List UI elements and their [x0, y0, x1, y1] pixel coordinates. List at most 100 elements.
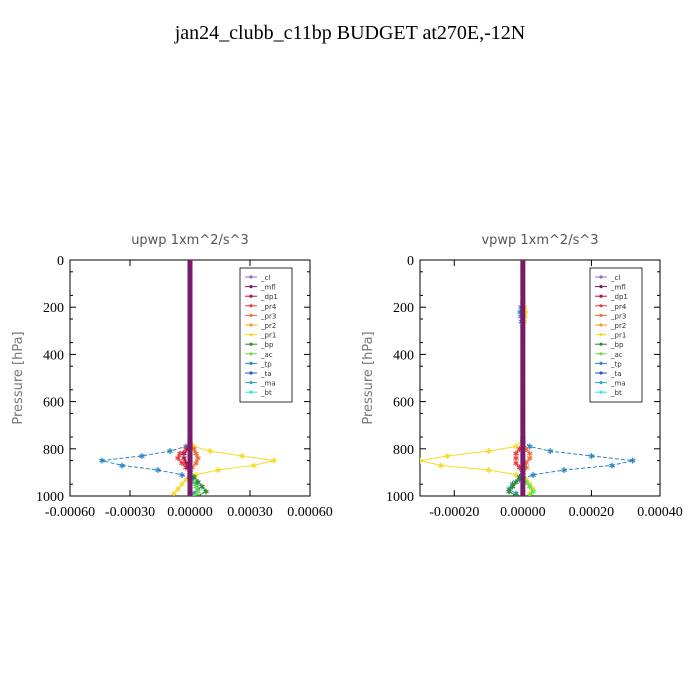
data-point [520, 295, 526, 301]
legend-marker [599, 285, 603, 289]
data-point: ✱ [179, 471, 186, 480]
data-point [187, 266, 193, 272]
legend-label: _bp [260, 341, 274, 349]
data-point: ✱ [251, 461, 258, 470]
legend-marker [249, 361, 253, 365]
data-point [520, 366, 526, 372]
plot-area: ✱✱✱✱✱✱✱✱✱✱✱✱✱✱✱✱✱✱✱✱✱✱✱✱✱✱✱✱✱✱✱✱✱✱✱✱✱✱✱✱… [420, 260, 636, 496]
legend-label: _mfl [610, 284, 626, 292]
data-point: ✱ [513, 442, 520, 451]
data-point [520, 384, 526, 390]
data-point: ✱ [183, 445, 190, 454]
data-point [187, 276, 193, 282]
series-line-bp [508, 472, 524, 496]
data-point: ✱ [547, 447, 554, 456]
legend-marker [249, 323, 253, 327]
data-point [520, 417, 526, 423]
x-tick-label: 0.00040 [637, 505, 683, 520]
legend-marker [599, 313, 603, 317]
y-tick-label: 200 [393, 301, 414, 316]
legend-marker [249, 342, 253, 346]
data-point [187, 328, 193, 334]
data-point [520, 394, 526, 400]
data-point [520, 493, 526, 496]
data-point: ✱ [506, 485, 513, 494]
data-point: ✱ [191, 442, 198, 451]
data-point [520, 328, 526, 334]
data-point [520, 408, 526, 414]
y-axis-label: Pressure [hPa] [11, 331, 26, 424]
data-point [520, 484, 526, 490]
series-line-tp [508, 439, 633, 495]
legend-label: _ma [610, 380, 626, 388]
data-point: ✱ [239, 452, 246, 461]
data-point: ✱ [99, 457, 106, 466]
data-point [520, 422, 526, 428]
data-point [520, 337, 526, 343]
data-point: ✱ [513, 471, 520, 480]
data-point [187, 337, 193, 343]
data-point [520, 271, 526, 277]
data-point [520, 356, 526, 362]
data-point: ✱ [191, 492, 198, 501]
data-point [187, 493, 193, 496]
legend-label: _bp [610, 341, 624, 349]
legend-marker [599, 371, 603, 375]
legend-label: _pr4 [610, 303, 627, 311]
data-point: ✱ [193, 483, 200, 492]
legend-marker [249, 381, 253, 385]
data-point: ✱ [193, 471, 200, 480]
y-tick-label: 0 [57, 254, 64, 269]
data-point: ✱ [516, 473, 523, 482]
data-point: ✱ [175, 485, 182, 494]
data-point [520, 260, 526, 263]
data-point: ✱ [526, 450, 533, 459]
data-point: ✱ [516, 464, 523, 473]
legend-marker [599, 333, 603, 337]
data-point: ✱ [522, 308, 529, 317]
y-tick-label: 800 [43, 443, 64, 458]
data-point [187, 384, 193, 390]
x-tick-label: 0.00000 [167, 505, 213, 520]
data-point [187, 262, 193, 268]
data-point [187, 413, 193, 419]
data-point: ✱ [523, 478, 530, 487]
data-point: ✱ [183, 464, 190, 473]
data-point [187, 314, 193, 320]
data-point [187, 333, 193, 339]
data-point: ✱ [513, 478, 520, 487]
data-point [520, 389, 526, 395]
data-point: ✱ [526, 483, 533, 492]
legend-marker [249, 390, 253, 394]
data-point: ✱ [195, 478, 202, 487]
legend: _cl _mfl_dp1 _pr4_pr3 _pr2 _pr1_bp _ac_tp _ta _… [589, 267, 643, 403]
legend-marker [249, 371, 253, 375]
data-point [520, 465, 526, 471]
data-point [187, 469, 193, 475]
series-line-pr1 [420, 439, 534, 494]
data-point [187, 460, 193, 466]
data-point: ✱ [167, 447, 174, 456]
data-point: ✱ [183, 459, 190, 468]
legend-label: _ma [260, 380, 276, 388]
legend-label: _bt [610, 389, 622, 397]
legend-label: _ta [260, 370, 272, 378]
series-line-bp [189, 472, 207, 496]
data-point [187, 375, 193, 381]
data-point: ✱ [175, 454, 182, 463]
legend-label: _mfl [260, 284, 276, 292]
data-point [520, 479, 526, 485]
legend-marker [249, 304, 253, 308]
legend-label: _pr3 [260, 312, 276, 320]
data-point: ✱ [530, 487, 537, 496]
data-point [187, 323, 193, 329]
data-point [520, 361, 526, 367]
data-point [520, 399, 526, 405]
data-point: ✱ [588, 452, 595, 461]
legend-label: _dp1 [260, 293, 278, 301]
data-point: ✱ [183, 442, 190, 451]
panel-title: vpwp 1xm^2/s^3 [481, 233, 598, 248]
data-point: ✱ [444, 452, 451, 461]
data-point [187, 408, 193, 414]
